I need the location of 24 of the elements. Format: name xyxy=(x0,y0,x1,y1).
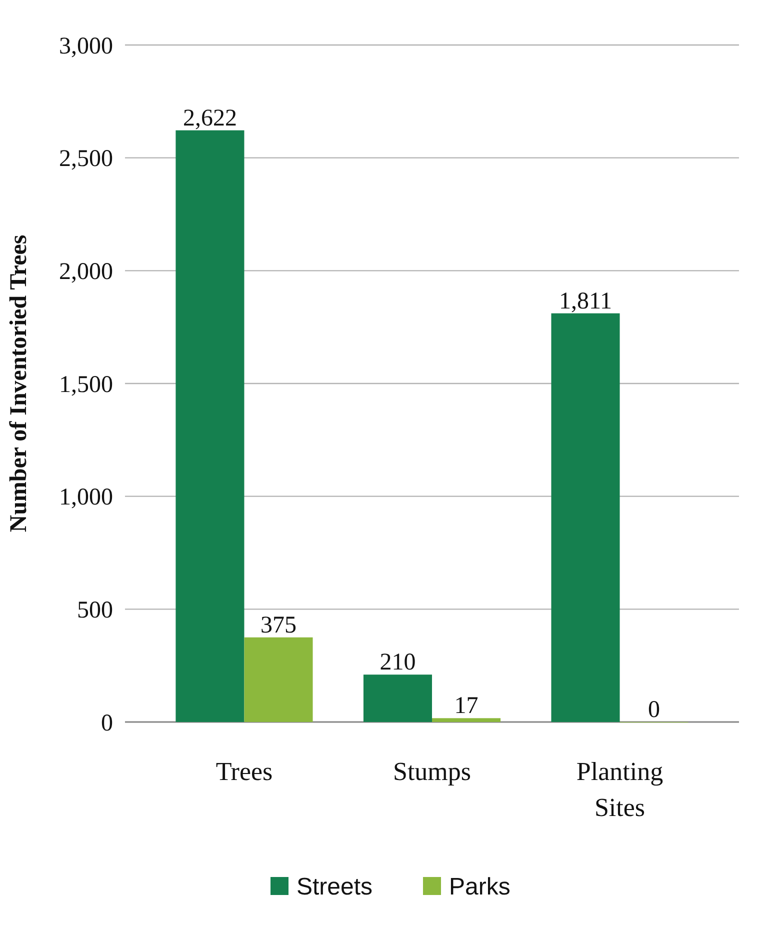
y-tick-label: 1,000 xyxy=(59,484,113,511)
bar xyxy=(551,313,620,722)
data-label: 375 xyxy=(260,612,296,638)
data-label: 1,811 xyxy=(558,288,612,314)
x-tick-label: Planting Sites xyxy=(576,757,664,822)
data-label: 0 xyxy=(648,697,660,723)
y-tick-label: 0 xyxy=(101,710,113,736)
legend-label: Streets xyxy=(296,873,373,900)
y-axis-title: Number of Inventoried Trees xyxy=(6,234,32,532)
x-tick-label: Trees xyxy=(216,757,273,786)
bar xyxy=(432,718,501,722)
data-label: 210 xyxy=(380,650,416,676)
legend-label: Parks xyxy=(449,873,510,900)
y-tick-label: 2,500 xyxy=(59,146,113,172)
y-tick-label: 500 xyxy=(77,598,113,624)
bar xyxy=(244,637,313,722)
y-tick-label: 1,500 xyxy=(59,372,113,398)
bar xyxy=(176,130,244,722)
y-tick-label: 2,000 xyxy=(59,259,113,286)
bar xyxy=(363,674,432,722)
data-label: 17 xyxy=(454,693,478,720)
x-tick-label: Stumps xyxy=(392,757,472,786)
y-tick-label: 3,000 xyxy=(59,33,113,60)
data-label: 2,622 xyxy=(182,105,237,132)
